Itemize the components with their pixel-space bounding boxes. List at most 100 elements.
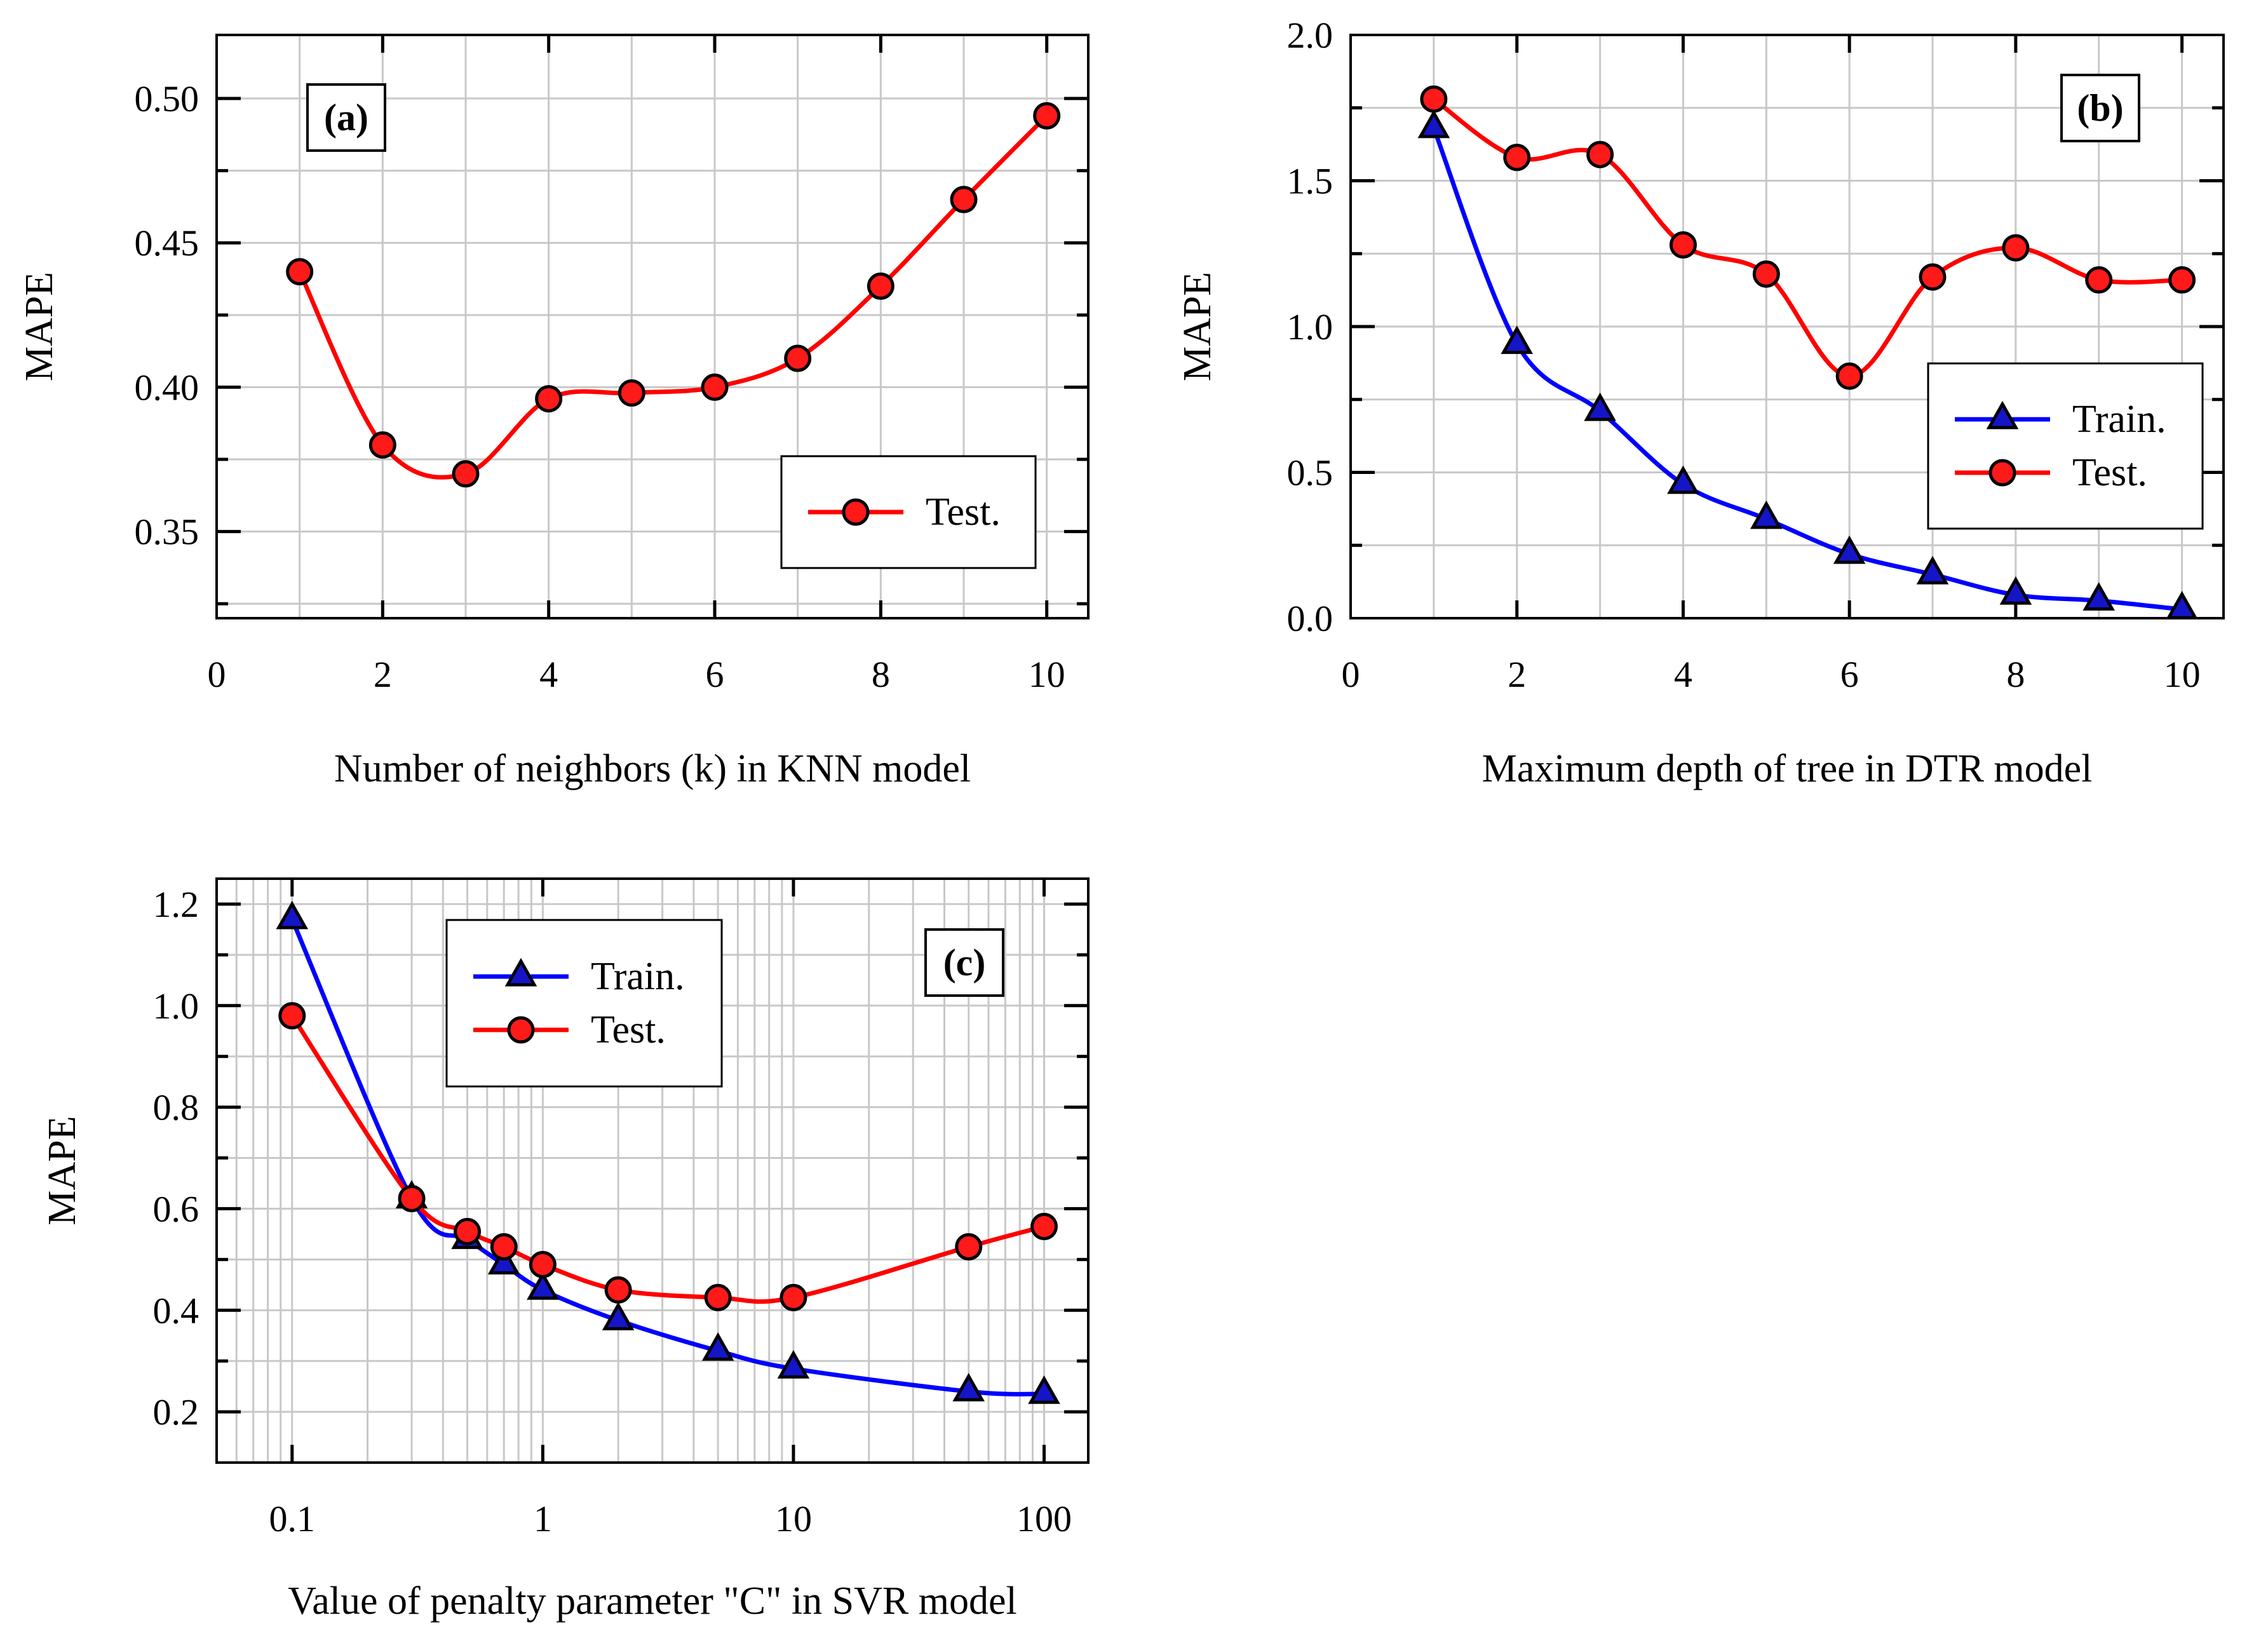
y-tick-label: 0.0 xyxy=(1287,598,1333,639)
panel-label-box xyxy=(924,928,1004,997)
y-tick-label: 2.0 xyxy=(1287,15,1333,56)
series-test xyxy=(278,1002,1058,1311)
chart-panel-c: 0.1 1 10 100 0.2 0.4 0.6 0.8 1.0 1.2 Value of pena… xyxy=(41,877,1090,1623)
x-tick-label: 6 xyxy=(706,654,724,695)
data-point xyxy=(1916,555,1949,585)
series-train xyxy=(276,900,1060,1404)
data-point xyxy=(1919,263,1947,291)
y-tick-label: 1.0 xyxy=(1287,306,1333,348)
legend-marker xyxy=(1988,459,2016,487)
series-line xyxy=(297,113,1050,480)
x-axis-label: Value of penalty parameter "C" in SVR mo… xyxy=(288,1579,1016,1623)
data-point xyxy=(527,1271,559,1300)
legend-box xyxy=(445,919,723,1088)
data-point xyxy=(2082,582,2115,611)
data-point xyxy=(490,1233,518,1261)
data-point xyxy=(618,379,645,407)
data-point xyxy=(1999,576,2032,605)
legend-label: Test. xyxy=(591,1008,666,1052)
panel-label: (c) xyxy=(943,942,986,984)
x-tick-label: 10 xyxy=(775,1498,812,1539)
data-point xyxy=(1833,535,1866,564)
data-point xyxy=(535,385,563,413)
data-point xyxy=(2168,266,2196,294)
data-point xyxy=(1584,392,1616,421)
x-tick-label: 2 xyxy=(1508,654,1526,695)
legend: Train. Test. xyxy=(1927,362,2204,530)
y-tick-label: 1.0 xyxy=(153,985,199,1027)
x-tick-label: 10 xyxy=(2164,654,2201,695)
chart-panel-a: 0 2 4 6 8 10 0.35 0.40 0.45 0.50 Number of neighbo… xyxy=(18,34,1090,790)
y-tick-label: 0.5 xyxy=(1287,452,1333,494)
panel-label: (a) xyxy=(324,97,368,139)
x-axis-label: Number of neighbors (k) in KNN model xyxy=(334,747,971,790)
legend-label: Train. xyxy=(591,955,685,998)
data-point xyxy=(1752,260,1780,288)
legend-label: Test. xyxy=(926,490,1001,534)
data-point xyxy=(1033,102,1061,130)
legend-box xyxy=(1927,362,2204,530)
series-test xyxy=(1420,85,2196,390)
data-point xyxy=(529,1250,557,1278)
data-point xyxy=(1750,500,1783,529)
data-point xyxy=(2002,234,2030,262)
axes-frame xyxy=(215,877,1090,1464)
y-tick-label: 1.5 xyxy=(1287,161,1333,202)
y-tick-label: 0.2 xyxy=(153,1391,199,1433)
data-point xyxy=(1417,109,1450,139)
data-point xyxy=(278,1002,306,1030)
data-point xyxy=(1667,465,1699,494)
axes-frame xyxy=(1349,34,2225,619)
x-axis-label: Maximum depth of tree in DTR model xyxy=(1482,747,2093,790)
panel-label: (b) xyxy=(2077,87,2123,129)
tick-marks xyxy=(1351,35,2224,618)
data-point xyxy=(487,1246,520,1275)
x-tick-label: 2 xyxy=(374,654,392,695)
x-tick-label: 8 xyxy=(872,654,890,695)
data-point xyxy=(1669,231,1697,259)
legend-marker xyxy=(507,1016,535,1044)
legend-marker xyxy=(1986,400,2019,429)
data-point xyxy=(2166,591,2198,619)
panel-label-box xyxy=(2060,74,2140,142)
data-point xyxy=(604,1276,632,1304)
legend-label: Train. xyxy=(2072,398,2166,441)
x-tick-label: 8 xyxy=(2006,654,2025,695)
data-point xyxy=(1586,140,1614,168)
data-point xyxy=(701,1332,734,1361)
data-point xyxy=(2085,266,2113,294)
x-tick-label: 6 xyxy=(1840,654,1859,695)
y-tick-label: 0.8 xyxy=(153,1087,199,1128)
series-line xyxy=(1431,97,2185,379)
y-tick-label: 0.45 xyxy=(135,222,199,264)
y-tick-label: 0.35 xyxy=(135,511,199,553)
x-tick-label: 0 xyxy=(1342,654,1360,695)
tick-marks xyxy=(217,879,1088,1463)
data-point xyxy=(398,1184,426,1212)
y-axis-label: MAPE xyxy=(1176,272,1219,381)
data-point xyxy=(276,900,309,930)
data-point xyxy=(1028,1375,1060,1404)
series-train xyxy=(1417,109,2198,619)
x-tick-label: 4 xyxy=(539,654,558,695)
data-point xyxy=(952,1372,985,1402)
x-tick-label: 4 xyxy=(1674,654,1692,695)
data-point xyxy=(368,431,396,459)
legend-marker xyxy=(842,498,870,526)
legend-label: Test. xyxy=(2072,451,2147,494)
y-tick-label: 0.40 xyxy=(135,367,199,408)
data-point xyxy=(286,258,314,286)
data-point xyxy=(777,1349,810,1379)
data-point xyxy=(955,1233,983,1261)
panel-label-box xyxy=(306,83,386,152)
axes-frame xyxy=(215,34,1090,619)
y-tick-label: 0.6 xyxy=(153,1188,199,1229)
data-point xyxy=(1030,1212,1058,1240)
y-tick-label: 1.2 xyxy=(153,884,199,925)
data-point xyxy=(1420,85,1448,113)
data-point xyxy=(704,1283,732,1311)
legend: Train. Test. xyxy=(445,919,723,1088)
data-point xyxy=(1501,325,1533,355)
data-point xyxy=(780,1283,807,1311)
